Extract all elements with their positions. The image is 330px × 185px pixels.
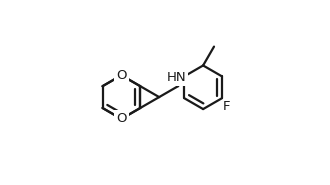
Text: HN: HN [167,71,187,84]
Text: F: F [223,100,231,113]
Text: O: O [116,112,127,125]
Text: O: O [116,69,127,82]
